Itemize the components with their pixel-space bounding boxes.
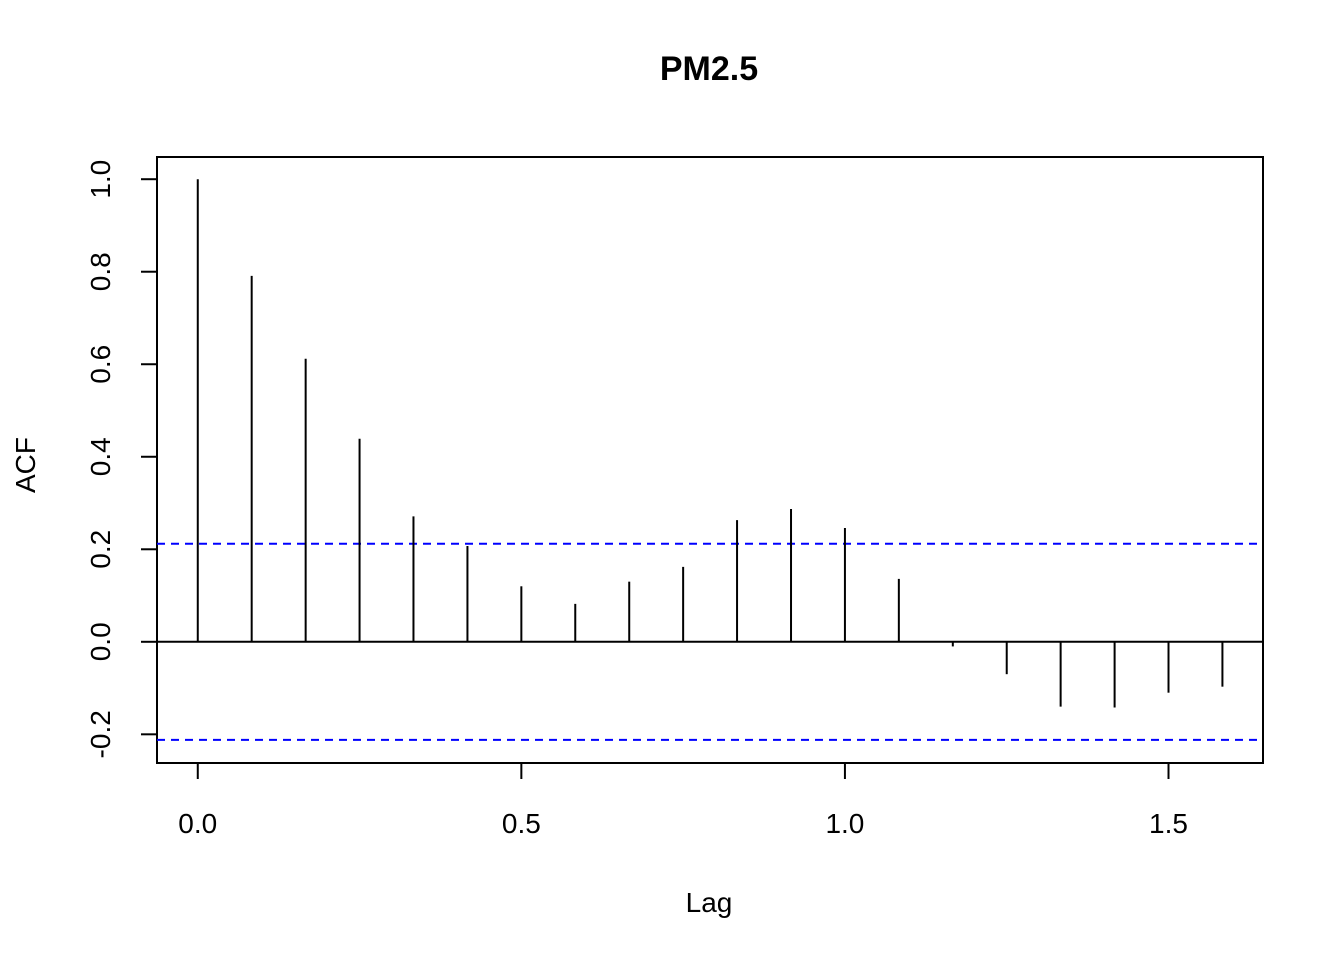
x-tick-label: 0.0 [178,808,217,839]
y-tick-label: 0.4 [85,437,116,476]
x-axis: 0.0 0.5 1.0 1.5 [178,762,1188,839]
y-tick-label: -0.2 [85,710,116,758]
y-tick-label: 1.0 [85,160,116,199]
x-tick-label: 1.0 [825,808,864,839]
acf-bars [196,179,1224,708]
plot-frame [156,156,1264,764]
x-tick-label: 0.5 [502,808,541,839]
y-axis: -0.2 0.0 0.2 0.4 0.6 0.8 1.0 [85,160,158,758]
y-tick-label: 0.2 [85,530,116,569]
x-axis-label: Lag [686,887,733,918]
y-tick-label: 0.6 [85,345,116,384]
confidence-bounds [157,542,1263,741]
y-tick-label: 0.0 [85,622,116,661]
chart-title: PM2.5 [660,50,758,88]
x-tick-label: 1.5 [1149,808,1188,839]
y-tick-label: 0.8 [85,252,116,291]
y-axis-label: ACF [10,437,41,493]
